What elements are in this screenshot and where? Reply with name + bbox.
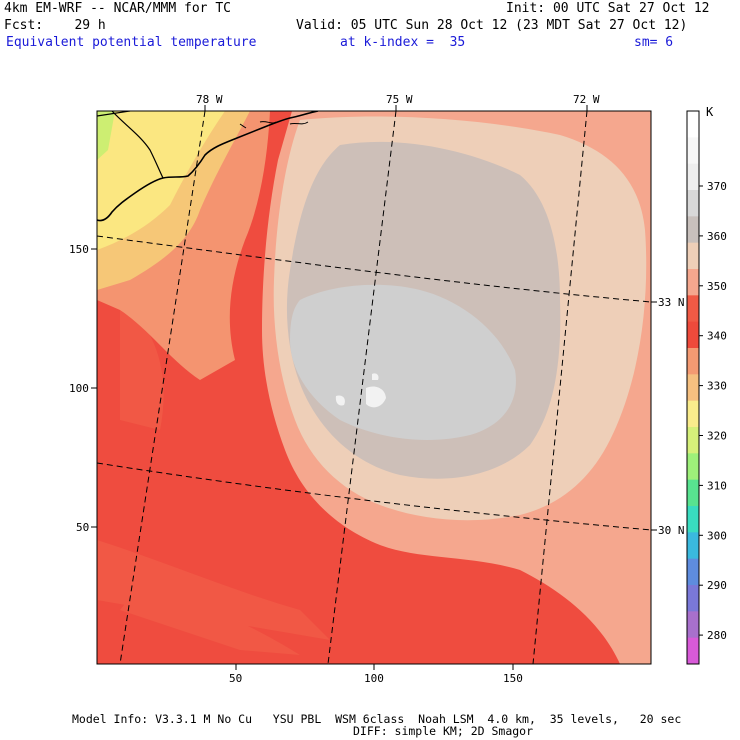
colorbar-swatch <box>687 216 699 244</box>
colorbar-swatch <box>687 374 699 402</box>
theta-e-320-land <box>97 111 225 250</box>
state-border-1 <box>111 111 164 179</box>
lon-label-78w: 78 W <box>196 93 223 106</box>
meridian-75w <box>327 111 397 664</box>
colorbar-swatch <box>687 506 699 533</box>
lat-label-33n: 33 N <box>658 296 685 309</box>
colorbar-label-330: 330 <box>707 380 727 393</box>
colorbar-swatch <box>687 427 699 454</box>
colorbar-swatch <box>687 190 699 217</box>
meridian-78w <box>119 111 206 664</box>
theta-e-335-streaks <box>97 300 330 655</box>
colorbar-swatch <box>687 479 699 507</box>
islands <box>239 121 309 129</box>
graticule <box>97 111 651 664</box>
colorbar-swatch <box>687 453 699 481</box>
colorbar-swatch <box>687 321 699 349</box>
colorbar-swatch <box>687 558 699 586</box>
valid-time: Valid: 05 UTC Sun 28 Oct 12 (23 MDT Sat … <box>296 18 688 33</box>
meridian-72w <box>532 111 588 664</box>
y-tick-100: 100 <box>69 382 89 395</box>
init-time: Init: 00 UTC Sat 27 Oct 12 <box>506 1 710 16</box>
coastline <box>97 111 319 222</box>
colorbar-label-290: 290 <box>707 579 727 592</box>
colorbar-swatch <box>687 611 699 639</box>
lat-label-30n: 30 N <box>658 524 685 537</box>
x-tick-100: 100 <box>364 672 384 685</box>
colorbar-swatch <box>687 637 699 665</box>
y-tick-150: 150 <box>69 243 89 256</box>
colorbar-label-370: 370 <box>707 180 727 193</box>
x-tick-150: 150 <box>503 672 523 685</box>
theta-e-315-land <box>97 111 115 160</box>
colorbar-swatch <box>687 585 699 612</box>
k-index-label: at k-index = 35 <box>340 35 466 50</box>
colorbar-label-280: 280 <box>707 629 727 642</box>
colorbar-label-300: 300 <box>707 529 727 542</box>
model-title: 4km EM-WRF -- NCAR/MMM for TC <box>4 1 231 16</box>
colorbar-swatch <box>687 111 699 138</box>
frame-ticks <box>91 105 657 670</box>
colorbar-swatch <box>687 163 699 191</box>
forecast-hour: Fcst: 29 h <box>4 18 106 33</box>
parallel-30n <box>97 462 651 531</box>
colorbar-label-340: 340 <box>707 330 727 343</box>
colorbar-swatch <box>687 269 699 296</box>
colorbar-swatch <box>687 348 699 375</box>
colorbar-label-320: 320 <box>707 430 727 443</box>
diffusion-info: DIFF: simple KM; 2D Smagor <box>353 724 534 738</box>
colorbar-swatch <box>687 295 699 323</box>
field-name: Equivalent potential temperature <box>6 35 257 50</box>
colorbar-swatch <box>687 532 699 560</box>
colorbar-label-310: 310 <box>707 479 727 492</box>
colorbar-swatch <box>687 242 699 270</box>
colorbar-labels: 370 360 350 340 330 320 310 300 290 280 <box>699 180 727 642</box>
colorbar-frame <box>686 110 700 665</box>
theta-e-370-spots <box>335 373 386 408</box>
lon-label-72w: 72 W <box>573 93 600 106</box>
model-info: Model Info: V3.3.1 M No Cu YSU PBL WSM 6… <box>72 712 682 726</box>
x-tick-50: 50 <box>229 672 242 685</box>
y-tick-50: 50 <box>76 521 89 534</box>
theta-e-shading <box>97 111 651 664</box>
state-border-2 <box>97 111 131 117</box>
theta-e-360-region <box>290 284 516 440</box>
lon-label-75w: 75 W <box>386 93 413 106</box>
smoothing-label: sm= 6 <box>634 35 674 50</box>
colorbar-swatch <box>687 400 699 428</box>
colorbar-label-360: 360 <box>707 230 727 243</box>
colorbar <box>686 110 700 665</box>
colorbar-unit: K <box>706 105 714 119</box>
colorbar-swatch <box>687 137 699 165</box>
colorbar-label-350: 350 <box>707 280 727 293</box>
